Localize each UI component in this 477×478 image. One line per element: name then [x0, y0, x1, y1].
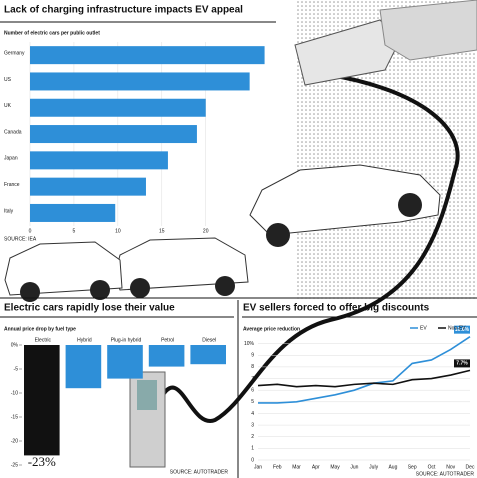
y-tick-label: 10%: [244, 341, 255, 347]
car: [249, 164, 441, 247]
x-tick-label: 15: [159, 228, 165, 234]
line: [257, 369, 471, 388]
bar: [30, 72, 250, 91]
car: [114, 237, 249, 298]
y-tick-label: Canada: [4, 129, 22, 135]
chart-subtitle: Average price reduction: [243, 326, 300, 332]
chart-subtitle: Annual price drop by fuel type: [4, 326, 76, 332]
x-tick-label: Electric: [35, 337, 52, 343]
legend-label: Non-EV: [448, 325, 466, 331]
y-tick-label: -15: [11, 414, 18, 420]
value-label-box: [454, 359, 470, 368]
x-tick-label: 5: [73, 228, 76, 234]
x-tick-label: Dec: [466, 464, 475, 470]
x-tick-label: Jan: [254, 464, 262, 470]
y-tick-label: US: [4, 77, 12, 83]
charger: [129, 371, 166, 468]
line: [258, 335, 471, 404]
x-tick-label: Hybrid: [77, 337, 92, 343]
chart-title: Lack of charging infrastructure impacts …: [4, 5, 243, 16]
bar: [24, 345, 60, 456]
y-tick-label: 1: [251, 446, 254, 452]
x-tick-label: 10: [115, 228, 121, 234]
x-tick-label: Feb: [273, 464, 282, 470]
y-tick-label: Germany: [4, 50, 25, 56]
x-tick-label: Mar: [292, 464, 301, 470]
y-tick-label: 9: [251, 353, 254, 359]
chart-subtitle: Number of electric cars per public outle…: [4, 30, 100, 36]
car: [4, 241, 123, 302]
source: SOURCE: IEA: [4, 236, 37, 242]
legend-label: EV: [420, 325, 427, 331]
x-tick-label: Sep: [408, 464, 417, 470]
y-tick-label: 0: [251, 457, 254, 463]
x-tick-label: Oct: [428, 464, 436, 470]
source: SOURCE: AUTOTRADER: [416, 471, 475, 477]
bar: [107, 345, 143, 379]
chart-title: EV sellers forced to offer big discounts: [243, 303, 430, 314]
x-tick-label: Plug-in hybrid: [111, 337, 142, 343]
y-tick-label: France: [4, 182, 20, 188]
y-tick-label: 0%: [11, 342, 19, 348]
x-tick-label: July: [369, 464, 378, 470]
bar: [30, 125, 197, 144]
bar: [30, 151, 168, 170]
bar: [30, 203, 116, 222]
y-tick-label: -10: [11, 390, 18, 396]
x-tick-label: 0: [29, 228, 32, 234]
y-tick-label: Japan: [4, 156, 18, 162]
bar: [148, 345, 185, 367]
x-tick-label: Jun: [350, 464, 358, 470]
x-tick-label: Nov: [446, 464, 455, 470]
x-tick-label: Diesel: [202, 337, 216, 343]
x-tick-label: Apr: [312, 464, 320, 470]
bar: [65, 345, 102, 389]
y-tick-label: 2: [251, 434, 254, 440]
value-label-box: [454, 325, 470, 334]
y-tick-label: 4: [251, 411, 254, 417]
cable: [158, 73, 460, 423]
y-tick-label: UK: [4, 103, 12, 109]
bar: [190, 345, 226, 365]
bar: [30, 177, 146, 196]
y-tick-label: Italy: [4, 208, 14, 214]
hand: [379, 0, 477, 61]
chart-title: Electric cars rapidly lose their value: [4, 303, 175, 314]
y-tick-label: 5: [251, 399, 254, 405]
x-tick-label: Petrol: [161, 337, 174, 343]
value-label: 7.7%: [456, 361, 468, 367]
y-tick-label: -20: [11, 438, 18, 444]
y-tick-label: 6: [251, 388, 254, 394]
bar: [30, 98, 206, 117]
x-tick-label: May: [330, 464, 340, 470]
bar: [30, 46, 265, 65]
value-label: -23%: [28, 454, 56, 469]
y-tick-label: -25: [11, 462, 18, 468]
x-tick-label: 20: [203, 228, 209, 234]
y-tick-label: 3: [251, 422, 254, 428]
y-tick-label: 8: [251, 364, 254, 370]
y-tick-label: -5: [14, 366, 19, 372]
value-label: 10.6%: [455, 327, 470, 333]
x-tick-label: Aug: [388, 464, 397, 470]
y-tick-label: 7: [251, 376, 254, 382]
plug: [294, 19, 401, 86]
source: SOURCE: AUTOTRADER: [170, 469, 229, 475]
